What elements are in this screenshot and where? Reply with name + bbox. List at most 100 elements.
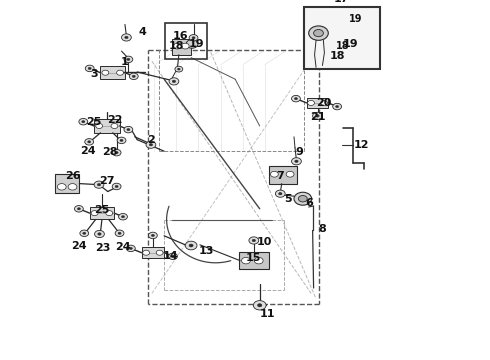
Circle shape (252, 239, 256, 242)
Text: 12: 12 (354, 140, 369, 150)
Circle shape (175, 66, 183, 72)
Circle shape (172, 255, 174, 257)
Text: 25: 25 (94, 204, 110, 215)
Bar (172, 39, 191, 55)
Circle shape (257, 303, 262, 307)
Circle shape (278, 192, 282, 195)
Text: 19: 19 (188, 39, 204, 49)
Circle shape (148, 232, 157, 239)
Text: 2: 2 (147, 135, 155, 145)
Text: 18: 18 (169, 41, 184, 51)
Text: 10: 10 (257, 237, 272, 247)
Circle shape (149, 143, 153, 146)
Circle shape (102, 70, 109, 75)
Text: 16: 16 (172, 31, 188, 41)
Circle shape (91, 211, 98, 216)
Text: 3: 3 (90, 69, 98, 79)
Circle shape (129, 73, 138, 80)
Text: 18: 18 (329, 51, 345, 61)
Circle shape (181, 43, 189, 49)
Circle shape (127, 129, 130, 131)
Circle shape (292, 95, 300, 102)
Circle shape (106, 211, 113, 216)
Circle shape (275, 190, 285, 197)
Circle shape (177, 68, 180, 70)
Circle shape (88, 67, 91, 69)
Circle shape (169, 78, 179, 85)
Circle shape (112, 183, 121, 190)
Circle shape (96, 123, 102, 129)
Text: 5: 5 (284, 194, 292, 204)
Circle shape (295, 160, 298, 162)
Bar (55, 174, 79, 193)
Circle shape (316, 114, 319, 117)
Bar (165, 23, 207, 59)
Bar (269, 166, 297, 184)
Circle shape (313, 112, 322, 120)
Bar (307, 98, 328, 108)
Circle shape (254, 257, 263, 264)
Circle shape (189, 244, 193, 247)
Circle shape (122, 216, 124, 218)
Circle shape (185, 241, 197, 250)
Circle shape (80, 230, 89, 237)
Circle shape (249, 237, 259, 244)
Circle shape (169, 253, 177, 260)
Circle shape (111, 123, 118, 129)
Circle shape (298, 195, 307, 202)
Circle shape (117, 137, 126, 144)
Text: 25: 25 (86, 117, 102, 127)
Circle shape (309, 26, 328, 40)
Circle shape (320, 100, 327, 105)
Circle shape (286, 171, 294, 177)
Text: 14: 14 (163, 251, 178, 261)
Circle shape (314, 30, 323, 37)
Circle shape (186, 40, 198, 48)
Text: 22: 22 (107, 114, 123, 125)
Circle shape (74, 206, 83, 212)
Text: 23: 23 (95, 243, 111, 253)
Text: 24: 24 (80, 146, 96, 156)
Circle shape (98, 233, 101, 235)
Circle shape (253, 301, 266, 310)
Text: 17: 17 (334, 0, 349, 4)
Circle shape (77, 208, 80, 210)
Circle shape (242, 257, 250, 264)
Text: 19: 19 (348, 14, 362, 24)
Text: 18: 18 (336, 41, 350, 51)
Circle shape (117, 70, 123, 75)
Circle shape (112, 149, 121, 156)
Circle shape (83, 232, 86, 234)
Circle shape (94, 181, 104, 188)
Text: 28: 28 (102, 147, 118, 157)
Circle shape (173, 43, 181, 49)
Circle shape (120, 139, 123, 141)
Circle shape (292, 158, 301, 165)
Circle shape (129, 247, 132, 249)
Circle shape (172, 80, 175, 83)
Circle shape (294, 192, 312, 205)
Circle shape (308, 100, 315, 105)
Text: 24: 24 (72, 240, 87, 251)
Text: 9: 9 (295, 147, 303, 157)
Circle shape (132, 75, 135, 77)
Circle shape (143, 250, 149, 255)
Circle shape (126, 245, 135, 252)
Circle shape (124, 56, 133, 63)
Text: 6: 6 (305, 198, 313, 208)
Circle shape (336, 105, 339, 108)
Text: 24: 24 (115, 242, 130, 252)
Text: 4: 4 (138, 27, 146, 37)
Text: 26: 26 (65, 171, 80, 181)
Text: 13: 13 (199, 246, 215, 256)
Circle shape (57, 184, 66, 190)
Text: 21: 21 (310, 112, 325, 122)
Circle shape (68, 184, 77, 190)
Circle shape (119, 213, 127, 220)
Circle shape (270, 171, 278, 177)
Circle shape (95, 230, 104, 238)
Circle shape (88, 141, 91, 143)
Circle shape (189, 35, 198, 41)
Text: 20: 20 (316, 98, 331, 108)
Bar (94, 119, 120, 133)
